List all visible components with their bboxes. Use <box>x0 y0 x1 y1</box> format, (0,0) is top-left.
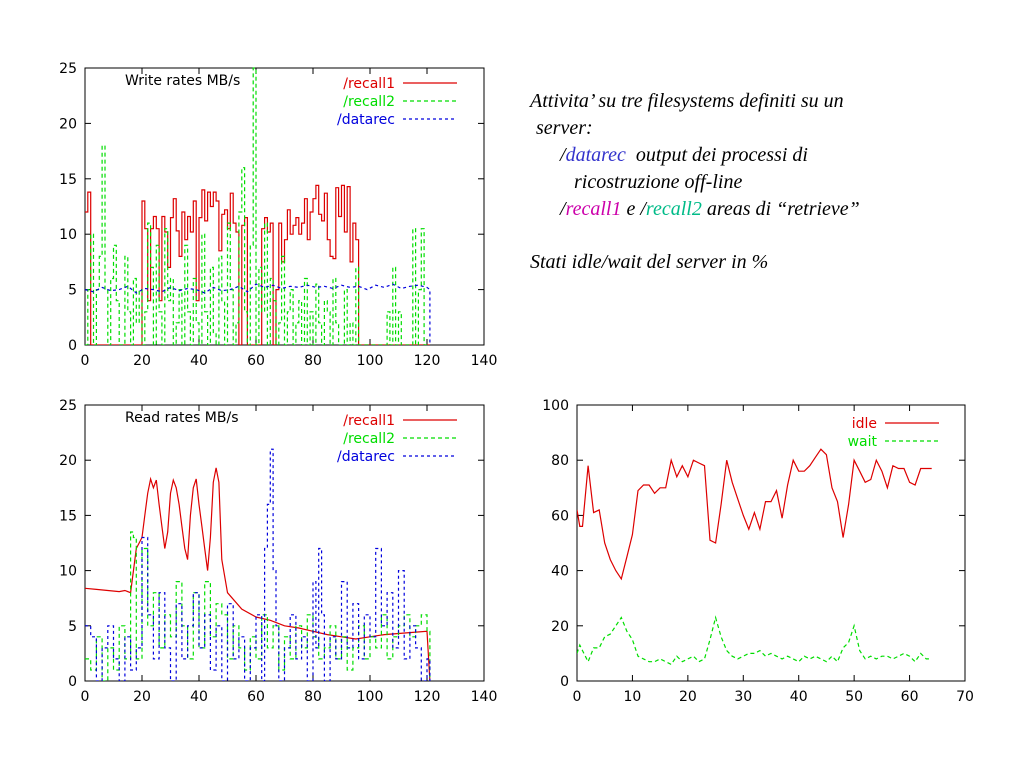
x-tick-label: 60 <box>901 689 919 705</box>
legend-label: /recall2 <box>343 431 395 447</box>
datarec-term: datarec <box>565 144 626 166</box>
chart-write: 0 5 10 15 20 25 0 20 40 60 80 100 120 140 Write rates … <box>59 61 497 369</box>
plot-frame <box>576 404 966 682</box>
recall-mid: e / <box>626 198 646 220</box>
series-wait-line <box>577 615 932 666</box>
x-tick-label: 20 <box>133 353 151 369</box>
datarec-desc: output dei processi di <box>635 144 808 166</box>
x-tick-label: 120 <box>414 689 441 705</box>
x-tick-label: 20 <box>679 689 697 705</box>
notes-line2: server: <box>536 117 593 139</box>
y-tick-label: 0 <box>68 674 77 690</box>
y-tick-label: 5 <box>68 619 77 635</box>
y-tick-label: 100 <box>542 398 569 414</box>
y-tick-label: 10 <box>59 227 77 243</box>
x-tick-label: 80 <box>304 353 322 369</box>
description-text: Attivita’ su tre filesystems definiti su… <box>530 88 1010 276</box>
y-tick-label: 20 <box>551 619 569 635</box>
x-tick-label: 0 <box>81 353 90 369</box>
x-tick-label: 120 <box>414 353 441 369</box>
legend-label: /recall1 <box>343 76 395 92</box>
series-datarec-line <box>85 448 431 681</box>
x-tick-label: 60 <box>247 353 265 369</box>
notes-stati: Stati idle/wait del server in % <box>530 251 769 273</box>
recall-desc: areas di “retrieve” <box>706 198 860 220</box>
series-recall2-line <box>85 531 431 681</box>
x-tick-label: 20 <box>133 689 151 705</box>
y-tick-label: 25 <box>59 61 77 77</box>
y-tick-label: 25 <box>59 398 77 414</box>
y-tick-label: 15 <box>59 508 77 524</box>
legend-label: idle <box>852 416 877 432</box>
chart-read: 0 5 10 15 20 25 0 20 40 60 80 100 120 140 Read rates M… <box>59 398 497 705</box>
x-tick-label: 0 <box>81 689 90 705</box>
x-tick-label: 40 <box>190 689 208 705</box>
datarec-slash: / <box>560 144 566 166</box>
x-tick-label: 60 <box>247 689 265 705</box>
legend-label: /datarec <box>337 449 395 465</box>
x-tick-label: 80 <box>304 689 322 705</box>
chart-idlewait: 0 20 40 60 80 100 0 10 20 30 40 50 60 70 idle wait <box>542 398 974 705</box>
x-tick-label: 140 <box>471 353 498 369</box>
y-tick-label: 60 <box>551 508 569 524</box>
notes-line1: Attivita’ su tre filesystems definiti su… <box>530 90 844 112</box>
recall2-term: recall2 <box>645 198 702 220</box>
x-tick-label: 40 <box>790 689 808 705</box>
x-tick-label: 70 <box>956 689 974 705</box>
chart-inner-label: Read rates MB/s <box>125 410 239 426</box>
series-recall2-line <box>85 67 430 345</box>
recall-slash: / <box>560 198 566 220</box>
series-idle-line <box>577 448 932 581</box>
y-tick-label: 80 <box>551 453 569 469</box>
series-recall1-line <box>85 467 431 681</box>
x-tick-label: 100 <box>357 689 384 705</box>
legend-label: /recall2 <box>343 94 395 110</box>
y-tick-label: 5 <box>68 283 77 299</box>
x-tick-label: 10 <box>624 689 642 705</box>
datarec-desc2: ricostruzione off-line <box>574 171 743 193</box>
legend-label: /recall1 <box>343 413 395 429</box>
recall1-term: recall1 <box>565 198 622 220</box>
y-tick-label: 40 <box>551 564 569 580</box>
notes-recall-line: /recall1 e /recall2 areas di “retrieve” <box>530 196 1010 223</box>
y-tick-label: 10 <box>59 564 77 580</box>
chart-inner-label: Write rates MB/s <box>125 73 240 89</box>
x-tick-label: 40 <box>190 353 208 369</box>
legend-label: wait <box>848 434 878 450</box>
x-tick-label: 0 <box>573 689 582 705</box>
plot-frame <box>84 404 485 682</box>
x-tick-label: 50 <box>845 689 863 705</box>
y-tick-label: 0 <box>560 674 569 690</box>
y-tick-label: 20 <box>59 116 77 132</box>
y-tick-label: 0 <box>68 338 77 354</box>
x-tick-label: 100 <box>357 353 384 369</box>
y-tick-label: 20 <box>59 453 77 469</box>
x-tick-label: 30 <box>734 689 752 705</box>
x-tick-label: 140 <box>471 689 498 705</box>
y-tick-label: 15 <box>59 172 77 188</box>
series-recall1-line <box>85 184 430 345</box>
notes-datarec-line: /datarec output dei processi di <box>530 142 1010 169</box>
legend-label: /datarec <box>337 112 395 128</box>
